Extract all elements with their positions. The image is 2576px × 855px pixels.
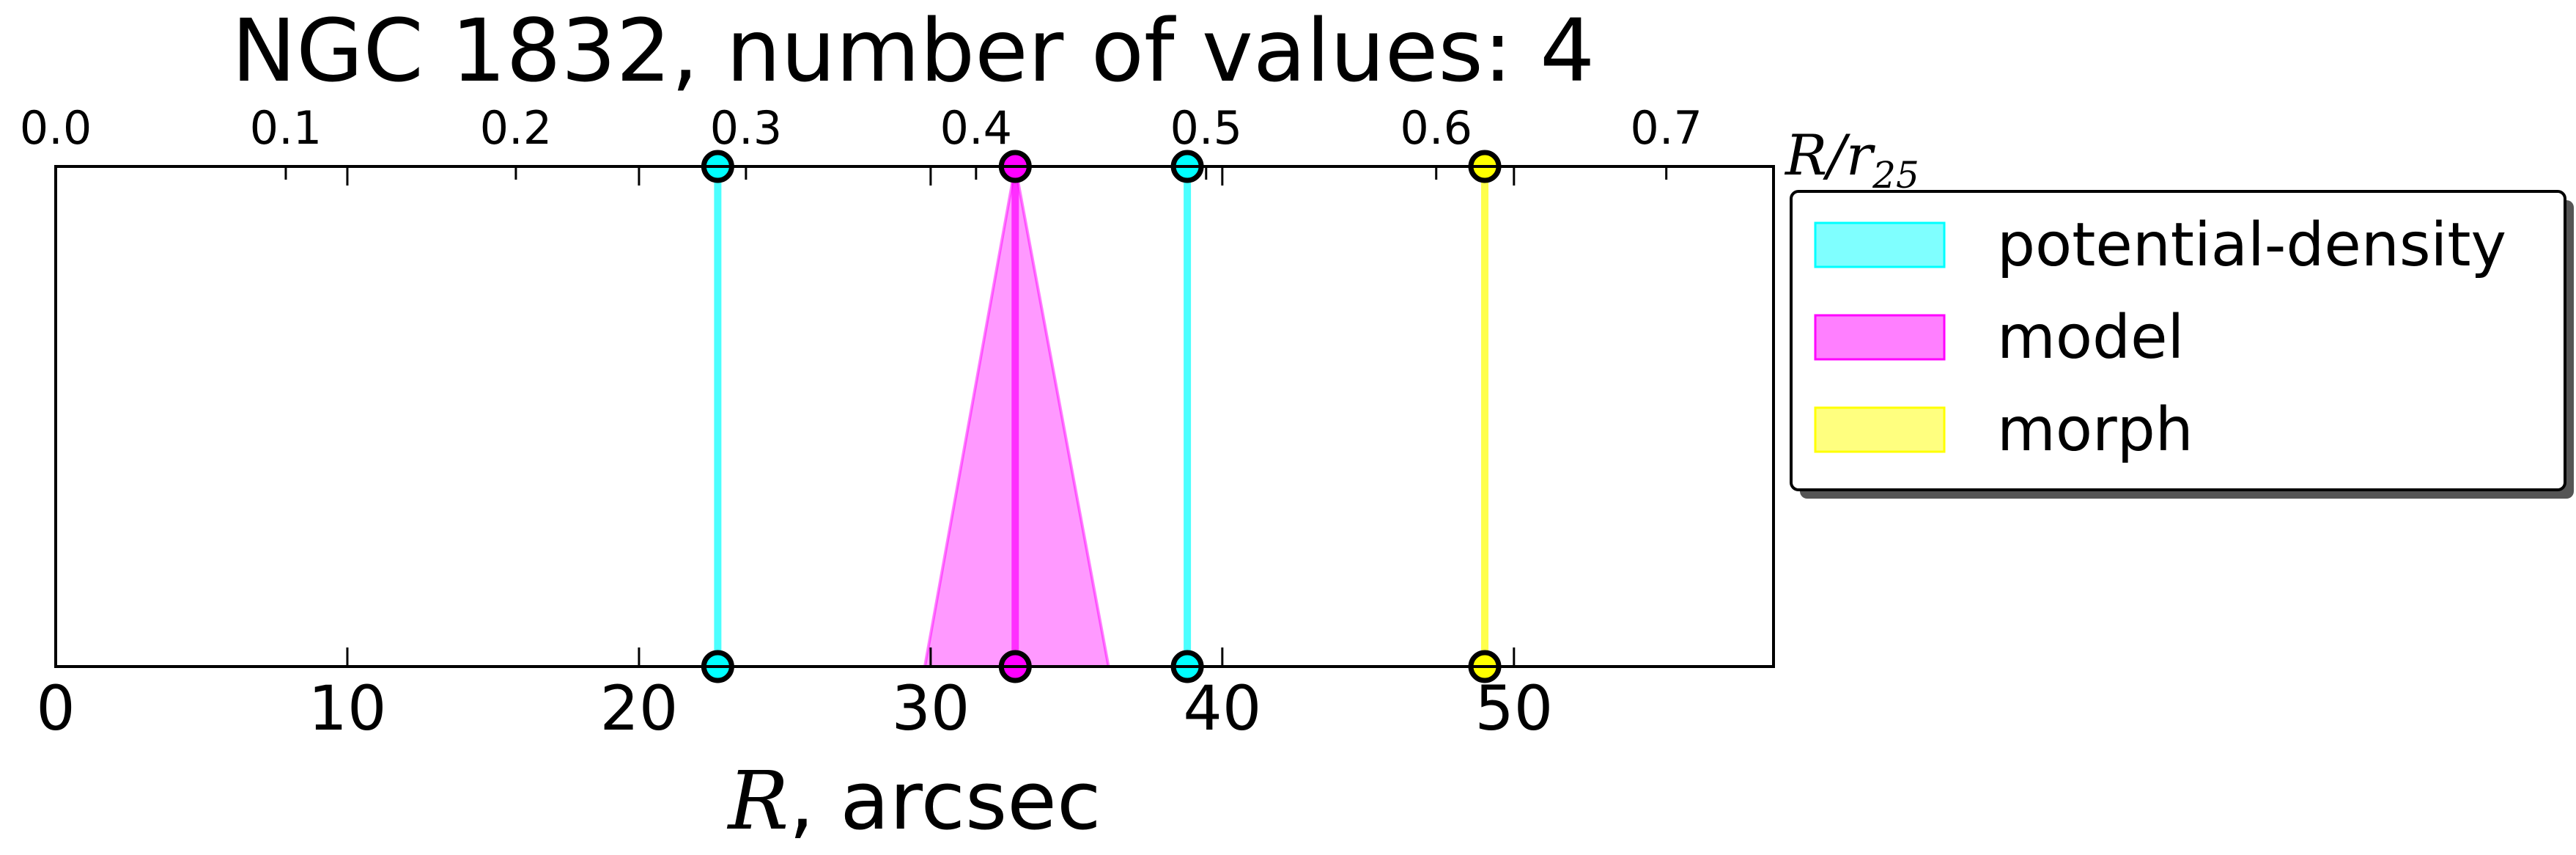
bottom-tick-label: 10	[309, 672, 387, 744]
bottom-tick-label: 40	[1183, 672, 1261, 744]
top-tick-label: 0.7	[1630, 101, 1702, 155]
top-axis-ticks: 0.0 0.1 0.2 0.3 0.4 0.5 0.6 0.7	[20, 101, 1702, 180]
top-tick-label: 0.1	[250, 101, 322, 155]
top-tick-label: 0.5	[1170, 101, 1242, 155]
bottom-tick-label: 50	[1475, 672, 1553, 744]
legend-box	[1790, 190, 2566, 491]
plot-marks	[701, 150, 1502, 683]
model-legend-swatch	[1814, 314, 1946, 361]
morph-legend-label: morph	[1997, 395, 2193, 465]
top-tick-label: 0.0	[20, 101, 92, 155]
chart-title: NGC 1832, number of values: 4	[232, 0, 1595, 101]
x-axis-label: R, arcsec	[727, 754, 1101, 848]
bottom-tick-label: 20	[599, 672, 678, 744]
plot-frame	[54, 165, 1775, 668]
bottom-tick-label: 0	[36, 672, 75, 744]
model-legend-label: model	[1997, 303, 2184, 373]
top-axis-label: R/r25	[1784, 122, 1919, 197]
legend: potential-density model morph	[1790, 190, 2574, 499]
top-tick-label: 0.6	[1400, 101, 1472, 155]
top-tick-label: 0.3	[710, 101, 783, 155]
bottom-tick-label: 30	[891, 672, 970, 744]
top-tick-label: 0.4	[940, 101, 1013, 155]
top-tick-label: 0.2	[480, 101, 553, 155]
potential-density-legend-swatch	[1814, 221, 1946, 268]
morph-legend-swatch	[1814, 406, 1946, 453]
potential-density-legend-label: potential-density	[1997, 210, 2506, 280]
bottom-axis-ticks: 0 10 20 30 40 50	[36, 166, 1553, 744]
